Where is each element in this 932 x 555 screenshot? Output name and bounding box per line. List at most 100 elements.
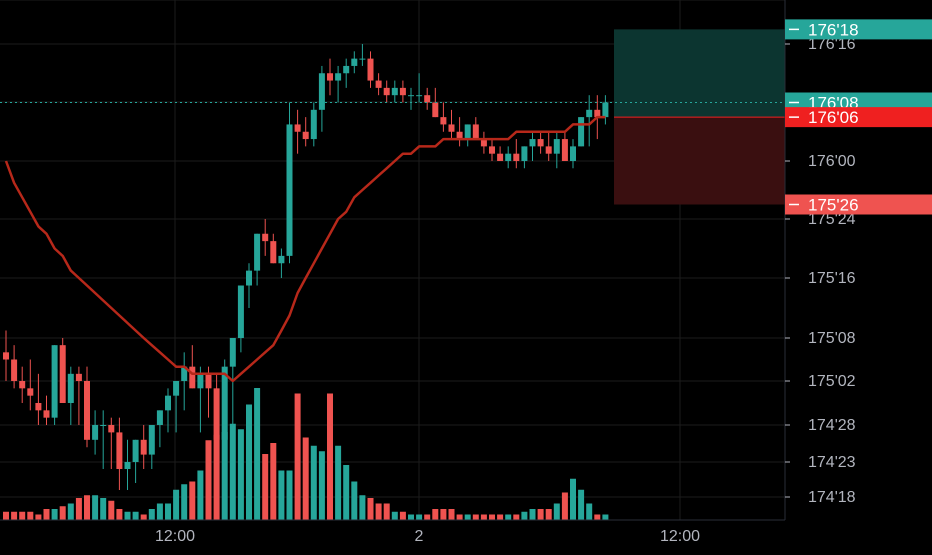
candle-body — [367, 58, 374, 81]
price-scale[interactable]: 176'16 176'00 175'24 175'16 175'08 175'02 174'… — [785, 36, 856, 506]
candle-body — [181, 366, 188, 381]
candle-body — [561, 139, 568, 161]
price-badge-box — [785, 107, 932, 128]
candle-body — [51, 345, 58, 418]
candle-body — [351, 58, 358, 66]
candle-body — [318, 73, 325, 110]
candle-body — [537, 139, 544, 147]
volume-bar — [173, 489, 180, 520]
price-badge-entry: 176'06 — [785, 107, 932, 128]
volume-bar — [408, 514, 414, 520]
candle-body — [578, 117, 585, 147]
volume-bar — [497, 514, 504, 520]
volume-bar — [594, 514, 601, 520]
candle-body — [553, 139, 560, 154]
candle-body — [43, 410, 50, 418]
volume-bar — [229, 423, 236, 520]
moving-average-line — [4, 115, 606, 383]
volume-bar — [335, 445, 342, 520]
price-lines — [0, 102, 785, 118]
price-tick-label: 175'16 — [808, 270, 856, 287]
candle-body — [35, 403, 42, 411]
volume-bar — [375, 503, 382, 520]
volume-bar — [59, 506, 66, 520]
volume-bar — [480, 514, 487, 520]
price-candles — [3, 44, 609, 490]
candle-body — [270, 241, 277, 264]
volume-bar — [19, 511, 26, 520]
volume-bar — [246, 404, 252, 520]
price-tick-label: 175'02 — [808, 373, 856, 390]
candle-body — [513, 153, 520, 161]
candle-body — [286, 124, 293, 256]
volume-bar — [84, 495, 90, 520]
volume-bar — [165, 503, 171, 520]
candle-body — [383, 87, 390, 96]
candle-body — [262, 233, 269, 242]
volume-bar — [140, 514, 147, 520]
volume-bar — [570, 478, 576, 520]
candle-body — [472, 124, 479, 140]
volume-bar — [513, 514, 520, 520]
volume-bar — [586, 503, 593, 520]
price-tick-label: 174'18 — [808, 489, 856, 506]
volume-bar — [489, 514, 495, 520]
candle-body — [92, 425, 99, 440]
volume-bar — [472, 514, 479, 520]
candle-body — [391, 87, 398, 96]
candle-body — [440, 117, 447, 125]
candle-body — [480, 139, 487, 147]
candle-body — [205, 373, 212, 389]
candle-body — [424, 95, 431, 103]
price-badge-target: 176'18 — [785, 19, 932, 40]
time-scale[interactable]: 12:00 2 12:00 — [155, 528, 700, 545]
volume-bar — [221, 432, 228, 520]
candle-body — [586, 109, 593, 118]
volume-bar — [278, 470, 285, 520]
candle-body — [165, 395, 171, 411]
volume-bar — [254, 388, 261, 520]
candle-body — [489, 146, 495, 154]
candle-body — [464, 124, 471, 140]
candle-body — [246, 270, 252, 286]
volume-bar — [286, 470, 293, 520]
time-tick-label: 12:00 — [660, 528, 700, 545]
volume-bar — [124, 511, 131, 520]
candle-body — [75, 373, 82, 381]
candle-body — [505, 153, 512, 161]
volume-bar — [440, 509, 447, 520]
volume-bar — [318, 451, 325, 520]
volume-bar — [51, 509, 58, 520]
candle-body — [432, 102, 439, 118]
volume-bar — [116, 509, 123, 520]
volume-bar — [262, 454, 269, 520]
volume-bar — [132, 511, 139, 520]
volume-bar — [359, 495, 366, 520]
candle-body — [148, 425, 155, 455]
volume-bar — [189, 481, 196, 520]
candle-body — [237, 285, 244, 338]
price-tick-label: 176'16 — [808, 36, 856, 53]
price-tick-label: 174'28 — [808, 417, 856, 434]
volume-bar — [529, 509, 536, 520]
volume-bar — [213, 434, 220, 520]
volume-bar — [205, 440, 212, 520]
volume-bar — [27, 511, 34, 520]
candle-body — [521, 146, 528, 161]
candle-body — [156, 410, 163, 425]
candle-body — [408, 95, 414, 97]
candle-body — [27, 388, 34, 396]
price-badge-box — [785, 194, 932, 215]
volume-bar — [545, 509, 552, 520]
volume-bar — [448, 509, 455, 520]
stop-zone — [614, 117, 785, 205]
candle-body — [116, 432, 123, 469]
volume-bar — [156, 503, 163, 520]
volume-bar — [67, 503, 74, 520]
price-tick-label: 175'08 — [808, 330, 856, 347]
volume-bar — [456, 514, 463, 520]
